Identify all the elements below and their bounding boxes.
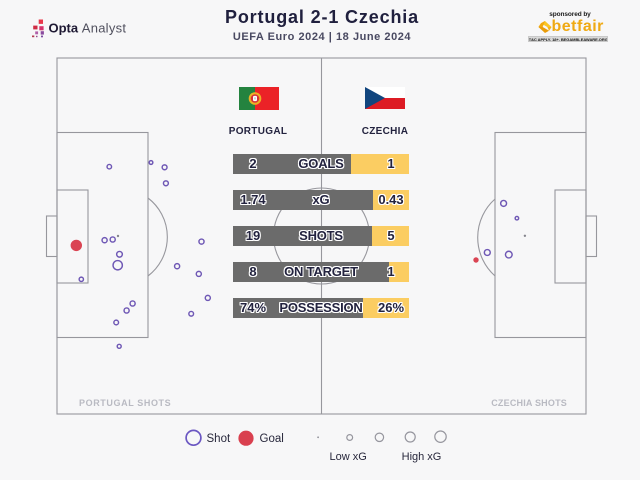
svg-text:Low xG: Low xG	[330, 451, 367, 463]
svg-text:Shot: Shot	[207, 433, 231, 445]
svg-text:Goal: Goal	[260, 433, 284, 445]
svg-text:Analyst: Analyst	[82, 20, 127, 35]
svg-text:CZECHIA SHOTS: CZECHIA SHOTS	[491, 398, 567, 408]
svg-text:Opta: Opta	[49, 20, 79, 35]
svg-text:High xG: High xG	[402, 451, 442, 463]
svg-text:PORTUGAL SHOTS: PORTUGAL SHOTS	[79, 398, 171, 408]
